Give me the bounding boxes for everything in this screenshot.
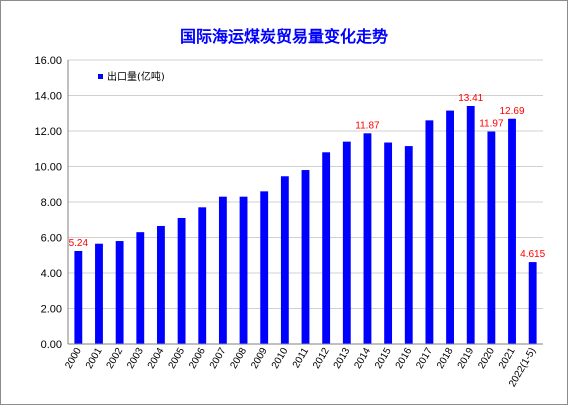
- x-tick-label: 2016: [394, 346, 415, 371]
- bar: [95, 243, 103, 344]
- bar: [322, 152, 331, 344]
- bar: [487, 131, 496, 344]
- x-tick-label: 2010: [270, 346, 291, 371]
- x-tick-label: 2002: [105, 346, 126, 371]
- data-label: 11.97: [479, 119, 504, 130]
- legend: 出口量(亿吨): [98, 70, 165, 83]
- y-tick-label: 6.00: [41, 233, 62, 245]
- x-tick-label: 2009: [249, 346, 270, 371]
- bar: [260, 191, 269, 344]
- x-axis-ticks: 2000 2001 2002 2003 2004 2005 2006 2007 2008 2009…: [63, 346, 538, 389]
- bar: [198, 207, 207, 344]
- legend-swatch: [98, 74, 103, 79]
- x-tick-label: 2008: [228, 346, 249, 371]
- x-tick-label: 2006: [187, 346, 208, 371]
- y-tick-label: 12.00: [34, 126, 62, 138]
- x-tick-label: 2004: [146, 346, 167, 371]
- x-tick-label: 2021: [497, 346, 518, 371]
- bar: [280, 176, 289, 344]
- x-tick-label: 2017: [414, 346, 435, 371]
- x-tick-label: 2019: [456, 346, 477, 371]
- legend-label: 出口量(亿吨): [107, 70, 165, 83]
- x-tick-label: 2012: [311, 346, 332, 371]
- bar: [508, 118, 516, 344]
- bar: [363, 133, 372, 344]
- bars: [74, 105, 537, 345]
- gridlines: [68, 59, 543, 309]
- data-label: 5.24: [69, 238, 89, 249]
- x-tick-label: 2011: [291, 346, 311, 371]
- bar: [239, 196, 248, 344]
- bar: [425, 120, 434, 344]
- bar: [342, 141, 351, 344]
- chart-title: 国际海运煤炭贸易量变化走势: [180, 27, 388, 46]
- x-tick-label: 2020: [476, 346, 497, 371]
- x-tick-label: 2018: [435, 346, 456, 371]
- bar: [74, 250, 83, 344]
- x-tick-label: 2015: [373, 346, 394, 371]
- axes: [67, 60, 543, 345]
- bar: [218, 196, 227, 344]
- x-tick-label: 2001: [84, 346, 105, 371]
- bar: [157, 225, 165, 344]
- y-tick-label: 2.00: [41, 304, 62, 316]
- bar: [404, 146, 413, 344]
- data-label: 12.69: [500, 106, 525, 117]
- bar: [301, 170, 310, 344]
- bar: [528, 262, 537, 344]
- y-tick-label: 16.00: [34, 55, 62, 67]
- bar: [177, 217, 186, 344]
- y-tick-label: 0.00: [41, 339, 62, 351]
- x-tick-label: 2000: [63, 346, 84, 371]
- bar: [384, 142, 393, 344]
- y-axis-ticks: 0.00 2.00 4.00 6.00 8.00 10.00 12.00 14.00 16.00: [34, 55, 62, 351]
- bar: [466, 105, 475, 344]
- x-tick-label: 2005: [167, 346, 188, 371]
- data-label: 13.41: [458, 93, 483, 104]
- y-tick-label: 10.00: [34, 162, 62, 174]
- bar: [446, 110, 454, 345]
- bar: [115, 241, 124, 344]
- x-tick-label: 2003: [125, 346, 146, 371]
- x-tick-label: 2014: [352, 346, 373, 371]
- data-label: 11.87: [355, 120, 380, 131]
- y-tick-label: 14.00: [34, 91, 62, 103]
- bar: [136, 232, 145, 344]
- y-tick-label: 4.00: [41, 268, 62, 280]
- x-tick-label: 2007: [208, 346, 229, 371]
- data-labels: 5.24 11.87 13.41 11.97 12.69 4.615: [69, 93, 546, 260]
- x-tick-label: 2013: [332, 346, 353, 371]
- data-label: 4.615: [520, 249, 545, 260]
- y-tick-label: 8.00: [41, 197, 62, 209]
